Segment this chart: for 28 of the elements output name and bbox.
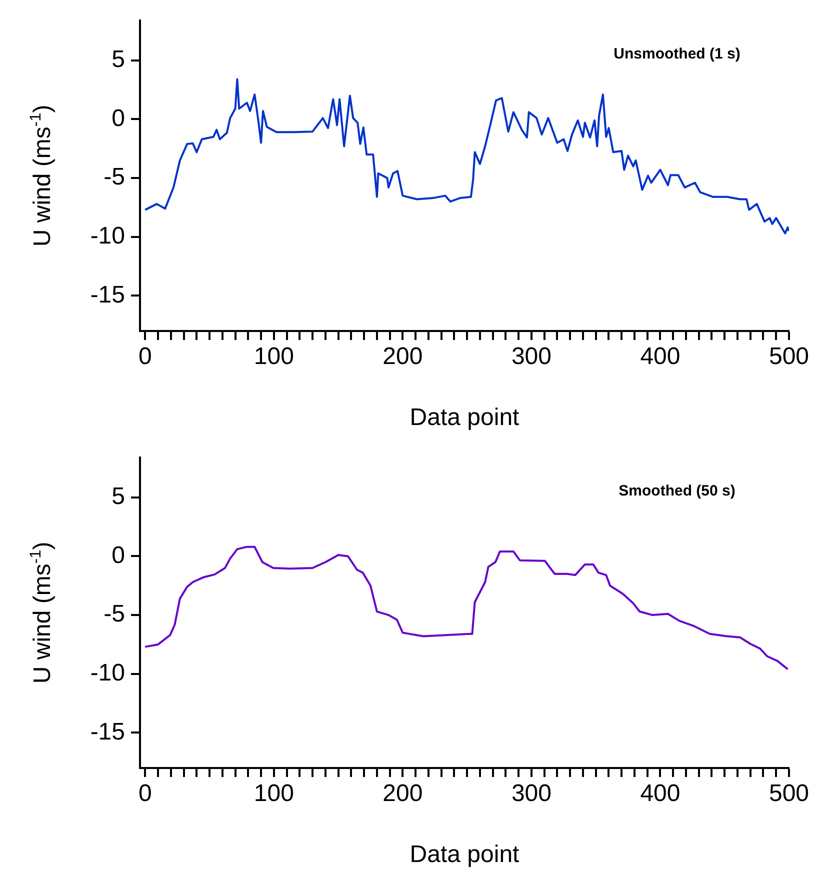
x-tick-label: 0 — [138, 343, 152, 370]
x-tick-label: 300 — [511, 343, 552, 370]
y-tick-label: 5 — [112, 46, 125, 74]
y-tick-label: 5 — [112, 483, 125, 510]
x-tick-label: 100 — [254, 343, 294, 370]
y-tick-label: -15 — [90, 281, 125, 308]
x-tick-label: 500 — [768, 343, 810, 370]
x-tick-label: 300 — [511, 780, 552, 808]
x-tick-label: 0 — [138, 780, 152, 808]
y-tick-label: -5 — [104, 600, 125, 628]
text: Smoothed (50 s) — [618, 482, 736, 500]
x-tick-label: 400 — [640, 780, 680, 808]
x-tick-label: 200 — [382, 780, 423, 808]
x-tick-label: 500 — [768, 780, 810, 808]
y-axis-title: U wind (ms-1) — [27, 104, 56, 247]
x-axis-title: Data point — [410, 841, 520, 868]
x-tick-label: 400 — [640, 343, 680, 370]
y-tick-label: 0 — [112, 542, 125, 569]
y-tick-label: -5 — [104, 164, 125, 191]
y-tick-label: 0 — [112, 104, 125, 132]
y-axis-title: U wind (ms-1) — [27, 542, 56, 684]
y-tick-label: -15 — [90, 718, 125, 746]
x-axis-title: Data point — [410, 404, 520, 432]
y-tick-label: -10 — [90, 660, 125, 687]
y-tick-label: -10 — [90, 222, 125, 250]
text: Unsmoothed (1 s) — [614, 45, 740, 62]
x-tick-label: 100 — [254, 780, 294, 808]
x-tick-label: 200 — [382, 343, 423, 370]
